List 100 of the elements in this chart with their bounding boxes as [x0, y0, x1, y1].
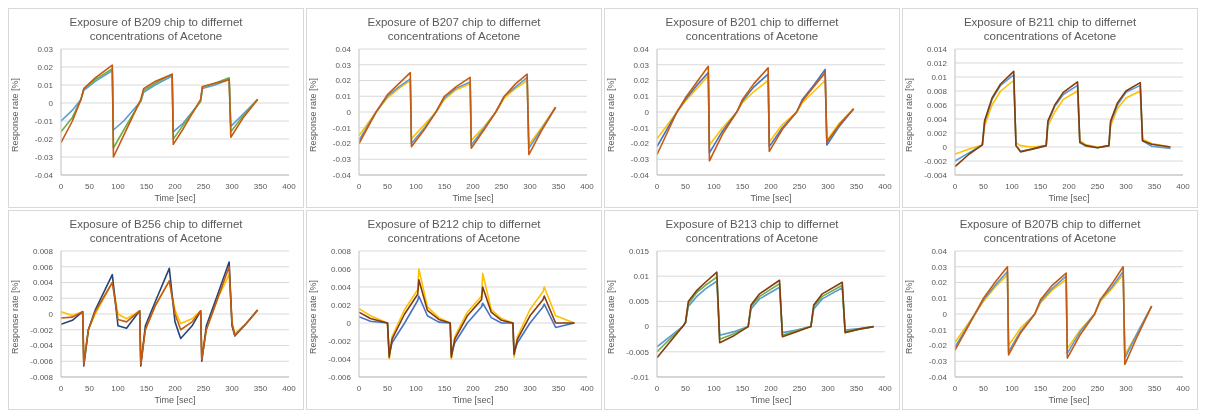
y-tick-label: 0.005: [628, 297, 650, 307]
y-tick-label: 0.03: [37, 44, 54, 54]
x-axis-title: Time [sec]: [1048, 193, 1090, 203]
x-tick-label: 150: [437, 181, 452, 191]
x-tick-label: 50: [979, 383, 989, 393]
x-tick-label: 250: [1090, 181, 1105, 191]
y-tick-label: 0.04: [335, 44, 352, 54]
x-tick-label: 350: [849, 383, 864, 393]
x-tick-label: 50: [681, 181, 691, 191]
x-tick-label: 350: [1147, 181, 1162, 191]
x-tick-label: 200: [764, 181, 779, 191]
x-tick-label: 250: [792, 383, 807, 393]
x-tick-label: 0: [952, 181, 958, 191]
y-tick-label: -0.02: [928, 341, 948, 351]
y-tick-label: -0.002: [30, 325, 54, 335]
x-tick-label: 50: [979, 181, 989, 191]
y-tick-label: 0.02: [931, 278, 948, 288]
y-tick-label: -0.04: [928, 372, 948, 382]
x-tick-label: 400: [580, 181, 595, 191]
y-tick-label: 0.01: [335, 92, 352, 102]
x-axis-title: Time [sec]: [154, 193, 196, 203]
y-tick-label: -0.03: [332, 155, 352, 165]
x-tick-label: 100: [409, 383, 424, 393]
y-tick-label: 0.004: [32, 278, 54, 288]
x-tick-label: 100: [1005, 181, 1020, 191]
x-tick-label: 200: [168, 383, 183, 393]
x-tick-label: 0: [58, 383, 64, 393]
x-tick-label: 200: [764, 383, 779, 393]
x-tick-label: 350: [253, 383, 268, 393]
y-tick-label: 0.006: [926, 100, 948, 110]
y-tick-label: 0.008: [32, 246, 54, 256]
x-tick-label: 350: [1147, 383, 1162, 393]
x-tick-label: 200: [1062, 383, 1077, 393]
y-tick-label: -0.002: [924, 156, 948, 166]
y-tick-label: -0.006: [30, 357, 54, 367]
y-tick-label: -0.006: [328, 372, 352, 382]
x-tick-label: 100: [111, 181, 126, 191]
y-tick-label: 0: [48, 98, 54, 108]
x-tick-label: 250: [792, 181, 807, 191]
x-tick-label: 50: [383, 383, 393, 393]
x-tick-label: 150: [1033, 181, 1048, 191]
y-tick-label: -0.03: [630, 155, 650, 165]
x-axis-title: Time [sec]: [452, 193, 494, 203]
chart-title: Exposure of B207 chip to differnet concentrations of Acetone: [366, 15, 542, 43]
y-tick-label: -0.04: [34, 170, 54, 180]
y-axis-title: Response rate [%]: [606, 77, 617, 152]
chart-title: Exposure of B209 chip to differnet concentrations of Acetone: [68, 15, 244, 43]
y-tick-label: 0: [942, 309, 948, 319]
y-tick-label: -0.03: [928, 357, 948, 367]
x-tick-label: 100: [409, 181, 424, 191]
y-tick-label: 0.002: [330, 300, 352, 310]
x-tick-label: 100: [1005, 383, 1020, 393]
y-tick-label: -0.04: [332, 170, 352, 180]
y-tick-label: -0.04: [630, 170, 650, 180]
x-tick-label: 400: [282, 181, 297, 191]
x-tick-label: 400: [878, 383, 893, 393]
x-tick-label: 150: [1033, 383, 1048, 393]
y-tick-label: 0.014: [926, 44, 948, 54]
x-tick-label: 350: [551, 383, 566, 393]
y-tick-label: 0.002: [926, 128, 948, 138]
y-tick-label: 0.012: [926, 58, 948, 68]
x-tick-label: 300: [225, 383, 240, 393]
y-tick-label: 0.04: [633, 44, 650, 54]
y-tick-label: 0.01: [633, 272, 650, 282]
x-tick-label: 300: [225, 181, 240, 191]
x-tick-label: 300: [523, 181, 538, 191]
x-tick-label: 50: [85, 181, 95, 191]
y-tick-label: 0.004: [330, 282, 352, 292]
x-tick-label: 150: [139, 383, 154, 393]
x-tick-label: 400: [878, 181, 893, 191]
x-tick-label: 250: [494, 181, 509, 191]
x-tick-label: 150: [735, 181, 750, 191]
x-tick-label: 50: [85, 383, 95, 393]
x-tick-label: 350: [551, 181, 566, 191]
x-tick-label: 200: [168, 181, 183, 191]
x-tick-label: 100: [707, 383, 722, 393]
y-tick-label: 0.03: [931, 262, 948, 272]
x-axis-title: Time [sec]: [750, 395, 792, 405]
x-tick-label: 400: [580, 383, 595, 393]
y-tick-label: -0.03: [34, 152, 54, 162]
y-tick-label: 0.02: [37, 62, 54, 72]
x-tick-label: 0: [952, 383, 958, 393]
y-tick-label: 0.03: [633, 60, 650, 70]
y-tick-label: -0.01: [34, 116, 54, 126]
y-tick-label: -0.004: [30, 341, 54, 351]
chart-title: Exposure of B201 chip to differnet concentrations of Acetone: [664, 15, 840, 43]
y-axis-title: Response rate [%]: [308, 279, 319, 354]
x-tick-label: 300: [821, 383, 836, 393]
x-tick-label: 100: [707, 181, 722, 191]
x-tick-label: 0: [654, 181, 660, 191]
x-tick-label: 300: [1119, 383, 1134, 393]
x-tick-label: 400: [1176, 383, 1191, 393]
y-tick-label: -0.01: [630, 372, 650, 382]
x-tick-label: 400: [1176, 181, 1191, 191]
chart-title: Exposure of B256 chip to differnet concentrations of Acetone: [68, 217, 244, 245]
y-tick-label: 0.02: [633, 76, 650, 86]
x-tick-label: 100: [111, 383, 126, 393]
y-axis-title: Response rate [%]: [606, 279, 617, 354]
y-tick-label: 0.015: [628, 246, 650, 256]
chart-title: Exposure of B212 chip to differnet concentrations of Acetone: [366, 217, 542, 245]
